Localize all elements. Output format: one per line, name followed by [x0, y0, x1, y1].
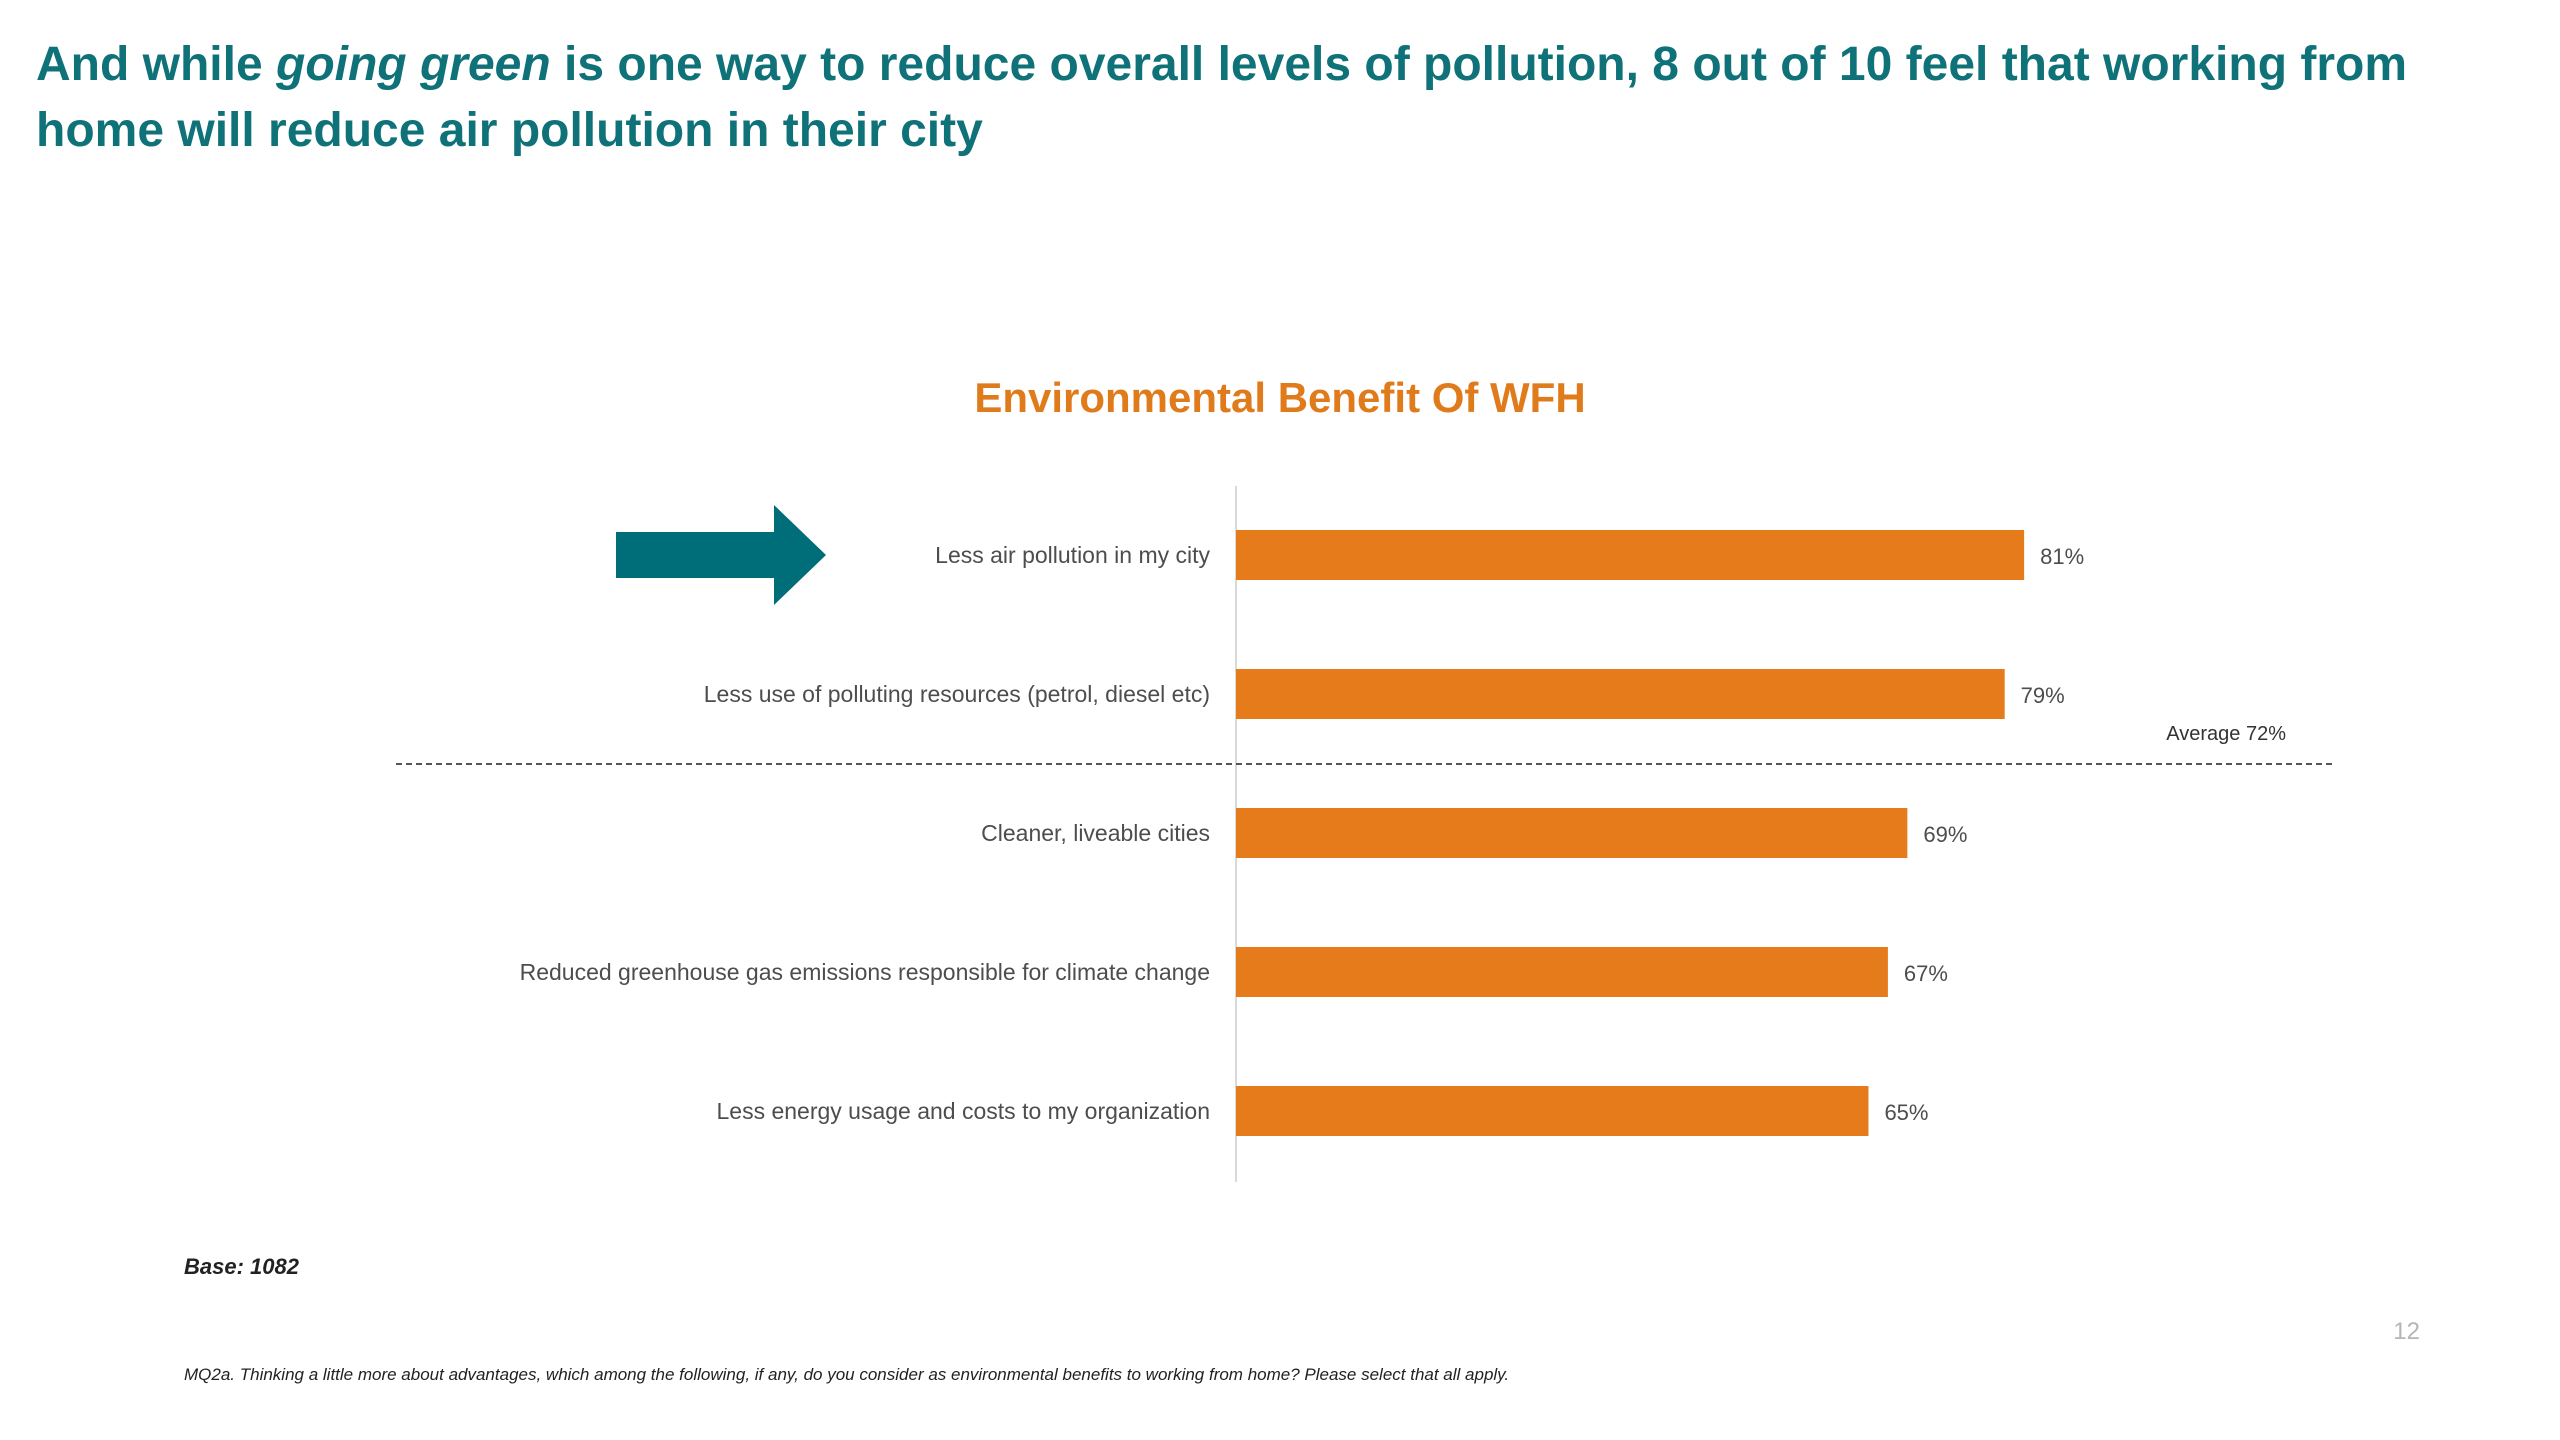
- page-headline: And while going green is one way to redu…: [36, 32, 2516, 164]
- category-label-4: Reduced greenhouse gas emissions respons…: [520, 959, 1210, 985]
- category-label-2: Less use of polluting resources (petrol,…: [704, 681, 1210, 707]
- value-label-2: 79%: [2021, 683, 2065, 708]
- value-label-5: 65%: [1884, 1100, 1928, 1125]
- bar-1: [1236, 530, 2025, 580]
- category-label-1: Less air pollution in my city: [935, 542, 1210, 568]
- category-label-3: Cleaner, liveable cities: [981, 820, 1210, 846]
- highlight-arrow-icon: [616, 505, 826, 605]
- headline-part-2: is one way to reduce overall levels of p…: [36, 38, 2408, 157]
- average-label: Average 72%: [2166, 723, 2286, 745]
- bar-3: [1236, 808, 1908, 858]
- question-note: MQ2a. Thinking a little more about advan…: [184, 1365, 1510, 1384]
- value-label-3: 69%: [1923, 822, 1967, 847]
- bar-2: [1236, 669, 2005, 719]
- category-label-5: Less energy usage and costs to my organi…: [716, 1098, 1210, 1124]
- page-number: 12: [2393, 1318, 2420, 1345]
- base-note: Base: 1082: [184, 1254, 299, 1279]
- bar-4: [1236, 947, 1888, 997]
- chart-title: Environmental Benefit Of WFH: [974, 374, 1586, 421]
- headline-part-1: And while: [36, 38, 276, 91]
- value-label-1: 81%: [2040, 544, 2084, 569]
- value-label-4: 67%: [1904, 961, 1948, 986]
- headline-emphasis: going green: [276, 38, 551, 91]
- bar-5: [1236, 1086, 1869, 1136]
